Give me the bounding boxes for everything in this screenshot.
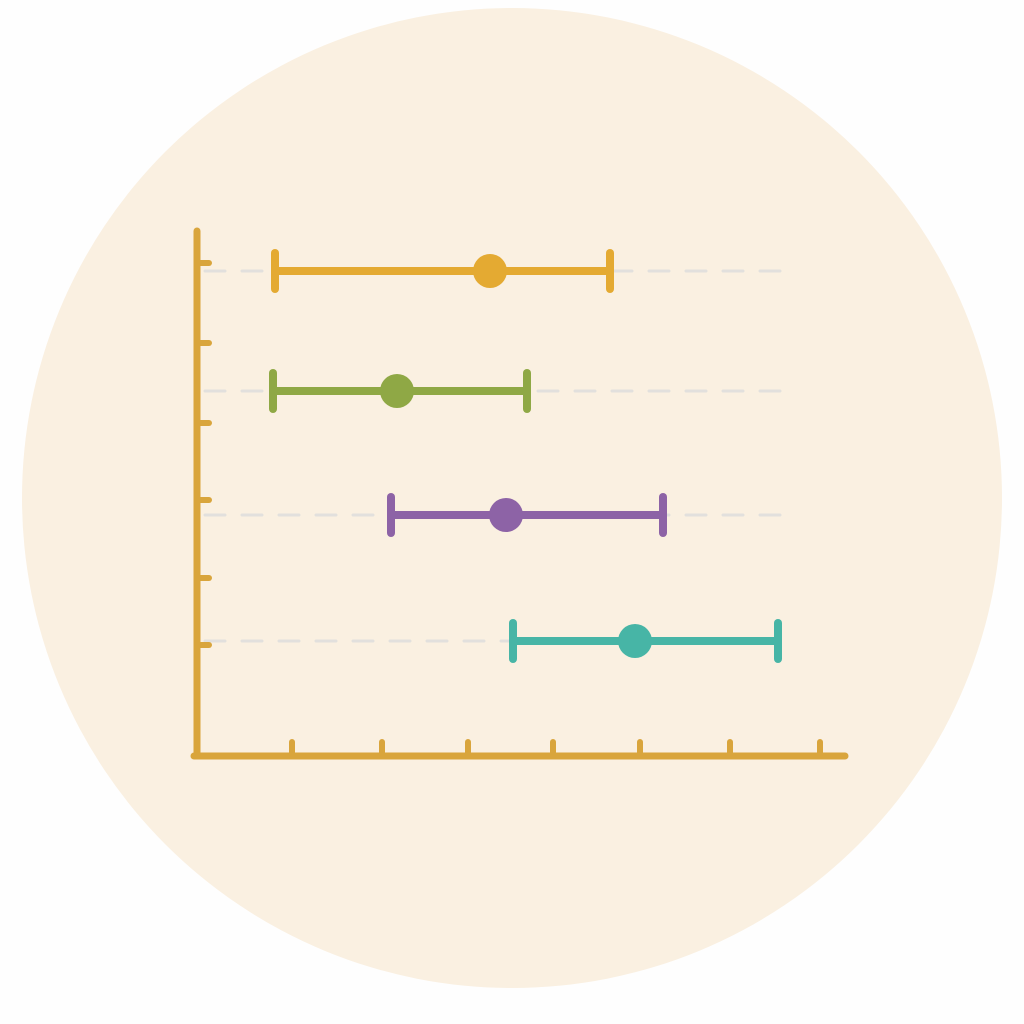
axes-group — [190, 227, 849, 760]
error-bar-series-2-olive — [269, 369, 531, 413]
error-bar-series-4-teal — [509, 619, 782, 663]
data-point — [473, 254, 507, 288]
error-bar-series-3-purple — [387, 493, 667, 537]
background-circle — [22, 8, 1002, 988]
data-point — [489, 498, 523, 532]
data-point — [618, 624, 652, 658]
data-point — [380, 374, 414, 408]
error-bar-series-1-gold — [271, 249, 614, 293]
